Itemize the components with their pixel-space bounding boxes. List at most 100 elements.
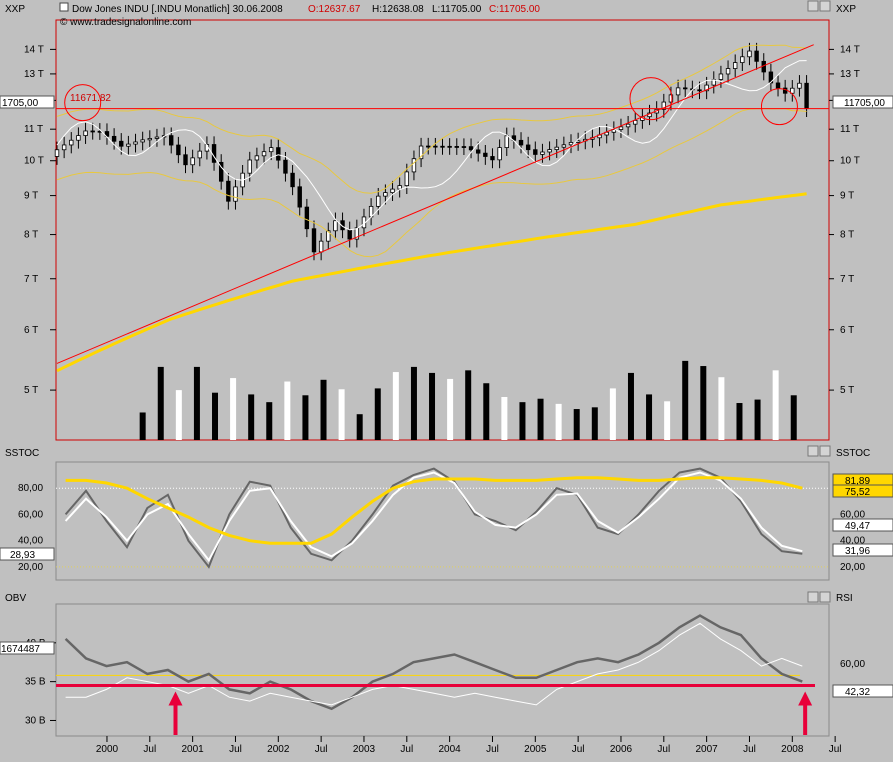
panel-label-obv: OBV — [5, 593, 26, 604]
candle — [447, 145, 452, 148]
stoch-y-tick-label: 20,00 — [18, 562, 43, 573]
candle — [190, 157, 195, 166]
candle — [390, 188, 395, 193]
candle — [61, 144, 67, 151]
candle — [183, 154, 188, 166]
stoch-y-tick-label-right: 20,00 — [840, 562, 865, 573]
minimize-panel-button[interactable] — [807, 0, 819, 12]
stoch-right-readout-1: 81,89 — [845, 476, 870, 487]
panel-label-price-right: XXP — [836, 4, 856, 15]
volume-bar — [646, 394, 653, 440]
stoch-right-box-2 — [832, 484, 893, 498]
stoch-readouts: 28,93 81,89 75,52 49,47 31,96 — [0, 473, 893, 561]
volume-bar — [627, 372, 634, 440]
candle — [525, 144, 531, 151]
highlight-circle-2008 — [760, 88, 798, 126]
candle — [418, 145, 424, 160]
price-y-tick-label-right: 8 T — [840, 230, 854, 241]
candle — [433, 145, 438, 148]
candle — [283, 159, 288, 174]
price-y-tick-label-right: 6 T — [840, 325, 854, 336]
volume-bar — [555, 403, 562, 440]
panel-label-stoch: SSTOC — [5, 448, 39, 459]
volume-bar — [320, 379, 327, 440]
price-layer — [54, 42, 829, 440]
candle — [297, 186, 302, 208]
candle — [347, 229, 352, 240]
volume-bar — [682, 360, 689, 440]
candle — [461, 146, 467, 148]
minimize-stoch-button[interactable] — [807, 445, 819, 457]
price-y-tick-label-right: 7 T — [840, 274, 854, 285]
close-readout: C:11705.00 — [489, 4, 540, 15]
x-tick-label: 2002 — [267, 744, 290, 755]
close-panel-button[interactable] — [819, 0, 831, 12]
volume-bar — [139, 412, 146, 440]
candle — [625, 123, 631, 128]
price-y-tick-label-right: 14 T — [840, 44, 860, 55]
minimize-obv-button[interactable] — [807, 591, 819, 603]
price-y-tick-label: 14 T — [24, 44, 44, 55]
obv-layer — [56, 614, 815, 735]
x-tick-label: 2007 — [696, 744, 719, 755]
candle — [254, 155, 260, 161]
marker-arrow-head — [168, 691, 183, 706]
obv-left-box — [0, 641, 55, 655]
x-tick-label: Jul — [315, 744, 328, 755]
x-tick-label: 2000 — [96, 744, 119, 755]
candle — [311, 228, 317, 253]
x-tick-label: 2006 — [610, 744, 633, 755]
volume-bar — [591, 407, 598, 440]
candle — [333, 220, 338, 232]
candle — [804, 82, 809, 110]
candle — [797, 82, 802, 89]
instrument-title: Dow Jones INDU [.INDU Monatlich] 30.06.2… — [72, 4, 283, 15]
volume-bar — [175, 390, 182, 440]
resistance-label: 11671.82 — [70, 93, 111, 104]
candle — [233, 186, 238, 202]
candle — [533, 149, 538, 155]
candle — [718, 73, 724, 80]
stoch-series-line — [64, 467, 803, 569]
volume-bar — [465, 370, 472, 440]
volume-bar — [447, 378, 454, 440]
x-tick-label: 2008 — [781, 744, 804, 755]
candle — [69, 139, 74, 146]
candle — [397, 185, 402, 190]
open-readout: O:12637.67 — [308, 4, 361, 15]
volume-bar — [483, 383, 490, 440]
marker-arrow-head — [798, 691, 813, 706]
candle — [504, 135, 509, 148]
candle — [490, 156, 495, 161]
highlight-circle-2006 — [629, 77, 673, 121]
close-stoch-button[interactable] — [819, 445, 831, 457]
volume-bar — [790, 395, 797, 440]
price-panel-controls — [807, 0, 831, 603]
candle — [568, 142, 574, 146]
candle — [725, 68, 731, 75]
close-obv-button[interactable] — [819, 591, 831, 603]
stoch-y-tick-label-right: 60,00 — [840, 509, 865, 520]
series-toggle-icon[interactable] — [59, 2, 69, 12]
candle — [483, 152, 488, 157]
x-tick-label: Jul — [486, 744, 499, 755]
x-tick-label: 2003 — [353, 744, 376, 755]
volume-bar — [284, 381, 291, 440]
candle — [426, 145, 431, 148]
candle — [83, 130, 88, 136]
price-panel-frame — [55, 19, 830, 441]
candle — [683, 87, 688, 90]
volume-bar — [266, 402, 273, 440]
candle — [497, 147, 502, 161]
candle — [76, 135, 81, 141]
stoch-left-readout: 28,93 — [10, 550, 35, 561]
candle — [140, 139, 145, 143]
low-readout: L:11705.00 — [432, 4, 482, 15]
header: XXP Dow Jones INDU [.INDU Monatlich] 30.… — [5, 2, 856, 28]
candle — [411, 158, 417, 173]
copyright-text: © www.tradesignalonline.com — [60, 17, 191, 28]
price-y-tick-label: 9 T — [24, 191, 38, 202]
stoch-y-tick-label: 60,00 — [18, 509, 43, 520]
